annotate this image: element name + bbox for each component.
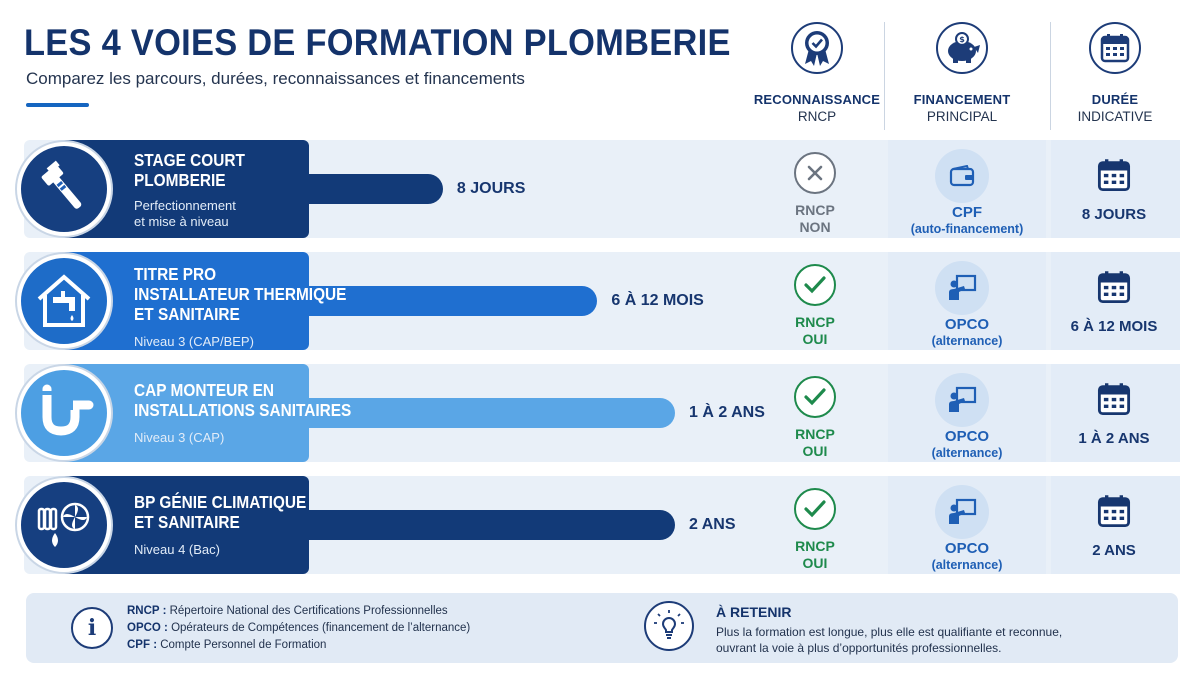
duration-value: 8 JOURS <box>1081 206 1147 223</box>
financement-name: OPCO <box>944 540 990 557</box>
row-title-line: ET SANITAIRE <box>134 304 240 324</box>
glossary-definition: Opérateurs de Compétences (financement d… <box>171 622 471 634</box>
calendar-icon <box>1096 157 1132 193</box>
rncp-status-value: OUI <box>802 555 828 571</box>
calendar-icon <box>1096 381 1132 417</box>
piggy-bank-icon: $ <box>936 22 988 74</box>
duration-bar-label: 1 À 2 ANS <box>689 404 765 421</box>
glossary-item: CPF : Compte Personnel de Formation <box>127 639 326 651</box>
glossary-definition: Répertoire National des Certifications P… <box>169 605 448 617</box>
column-header-title: FINANCEMENT <box>913 92 1011 107</box>
presentation-board-icon <box>935 373 989 427</box>
retain-text-line: ouvrant la voie à plus d’opportunités pr… <box>716 641 1002 655</box>
column-header-subtitle: RNCP <box>797 109 837 124</box>
check-icon <box>794 488 836 530</box>
financement-text: OPCO (alternance) <box>887 428 1047 462</box>
financement-name: CPF <box>952 204 982 221</box>
page-subtitle: Comparez les parcours, durées, reconnais… <box>26 69 525 88</box>
column-header-subtitle: INDICATIVE <box>1077 109 1153 124</box>
calendar-icon <box>1089 22 1141 74</box>
financement-name: OPCO <box>944 316 990 333</box>
financement-name: OPCO <box>944 428 990 445</box>
award-ribbon-icon <box>791 22 843 74</box>
financement-text: CPF (auto-financement) <box>887 204 1047 238</box>
column-divider <box>884 22 885 130</box>
row-title-line: INSTALLATEUR THERMIQUE <box>134 284 347 304</box>
glossary-item: RNCP : Répertoire National des Certifica… <box>127 605 448 617</box>
rncp-status: RNCP NON <box>735 202 895 236</box>
footer-panel <box>26 593 1178 663</box>
duration-bar <box>300 286 598 316</box>
duration-value: 6 À 12 MOIS <box>1070 318 1158 335</box>
financement-detail: (alternance) <box>931 334 1003 348</box>
check-icon <box>794 376 836 418</box>
financement-text: OPCO (alternance) <box>887 540 1047 574</box>
glossary-term: RNCP : <box>127 605 167 617</box>
row-title-line: CAP MONTEUR EN <box>134 380 275 400</box>
duration-bar-label: 6 À 12 MOIS <box>611 292 704 309</box>
rncp-status-label: RNCP <box>795 202 835 218</box>
rncp-status-label: RNCP <box>795 314 835 330</box>
column-header-reconnaissance: RECONNAISSANCE RNCP <box>737 22 897 124</box>
financement-text: OPCO (alternance) <box>887 316 1047 350</box>
rncp-status-label: RNCP <box>795 538 835 554</box>
retain-text-line: Plus la formation est longue, plus elle … <box>716 625 1063 639</box>
title-accent-line <box>26 103 89 107</box>
pipe-trap-icon <box>17 366 111 460</box>
info-icon: i <box>71 607 113 649</box>
presentation-board-icon <box>935 261 989 315</box>
radiator-fan-drop-icon <box>17 478 111 572</box>
glossary-term: CPF : <box>127 639 158 651</box>
duration-value: 2 ANS <box>1092 542 1136 559</box>
duration-bar <box>300 398 675 428</box>
lightbulb-icon <box>644 601 694 651</box>
presentation-board-icon <box>935 485 989 539</box>
calendar-icon <box>1096 493 1132 529</box>
wrench-icon <box>17 142 111 236</box>
column-header-title: RECONNAISSANCE <box>753 92 881 107</box>
column-header-title: DURÉE <box>1091 92 1139 107</box>
row-subtitle-line: et mise à niveau <box>134 214 229 229</box>
rncp-status: RNCP OUI <box>735 314 895 348</box>
row-title-line: INSTALLATIONS SANITAIRES <box>134 400 352 420</box>
column-header-subtitle: PRINCIPAL <box>926 109 998 124</box>
row-title-line: STAGE COURT <box>134 150 245 170</box>
cross-icon <box>794 152 836 194</box>
rncp-status-label: RNCP <box>795 426 835 442</box>
svg-text:$: $ <box>959 35 965 44</box>
house-faucet-icon <box>17 254 111 348</box>
row-subtitle-line: Niveau 3 (CAP/BEP) <box>134 334 254 349</box>
duration-value: 1 À 2 ANS <box>1078 430 1150 447</box>
retain-title: À RETENIR <box>716 604 792 620</box>
glossary-definition: Compte Personnel de Formation <box>160 639 327 651</box>
financement-detail: (alternance) <box>931 558 1003 572</box>
row-title-line: TITRE PRO <box>134 264 217 284</box>
duration-bar-label: 2 ANS <box>689 516 736 533</box>
duration-bar-label: 8 JOURS <box>456 180 526 197</box>
wallet-icon <box>935 149 989 203</box>
duration-bar <box>300 174 443 204</box>
calendar-icon <box>1096 269 1132 305</box>
page-title: LES 4 VOIES DE FORMATION PLOMBERIE <box>24 22 731 63</box>
rncp-status-value: OUI <box>802 443 828 459</box>
row-subtitle-line: Niveau 3 (CAP) <box>134 430 225 445</box>
glossary-item: OPCO : Opérateurs de Compétences (financ… <box>127 622 470 634</box>
rncp-status-value: NON <box>799 219 831 235</box>
row-subtitle-line: Perfectionnement <box>134 198 236 213</box>
row-title-line: PLOMBERIE <box>134 170 226 190</box>
duration-bar <box>300 510 675 540</box>
rncp-status-value: OUI <box>802 331 828 347</box>
row-title-line: BP GÉNIE CLIMATIQUE <box>134 492 307 512</box>
column-header-financement: $ FINANCEMENT PRINCIPAL <box>882 22 1042 124</box>
glossary-term: OPCO : <box>127 622 168 634</box>
column-divider <box>1050 22 1051 130</box>
financement-detail: (alternance) <box>931 446 1003 460</box>
rncp-status: RNCP OUI <box>735 538 895 572</box>
financement-detail: (auto-financement) <box>910 222 1024 236</box>
check-icon <box>794 264 836 306</box>
rncp-status: RNCP OUI <box>735 426 895 460</box>
column-header-duree: DURÉE INDICATIVE <box>1035 22 1195 124</box>
row-title-line: ET SANITAIRE <box>134 512 240 532</box>
row-subtitle-line: Niveau 4 (Bac) <box>134 542 220 557</box>
